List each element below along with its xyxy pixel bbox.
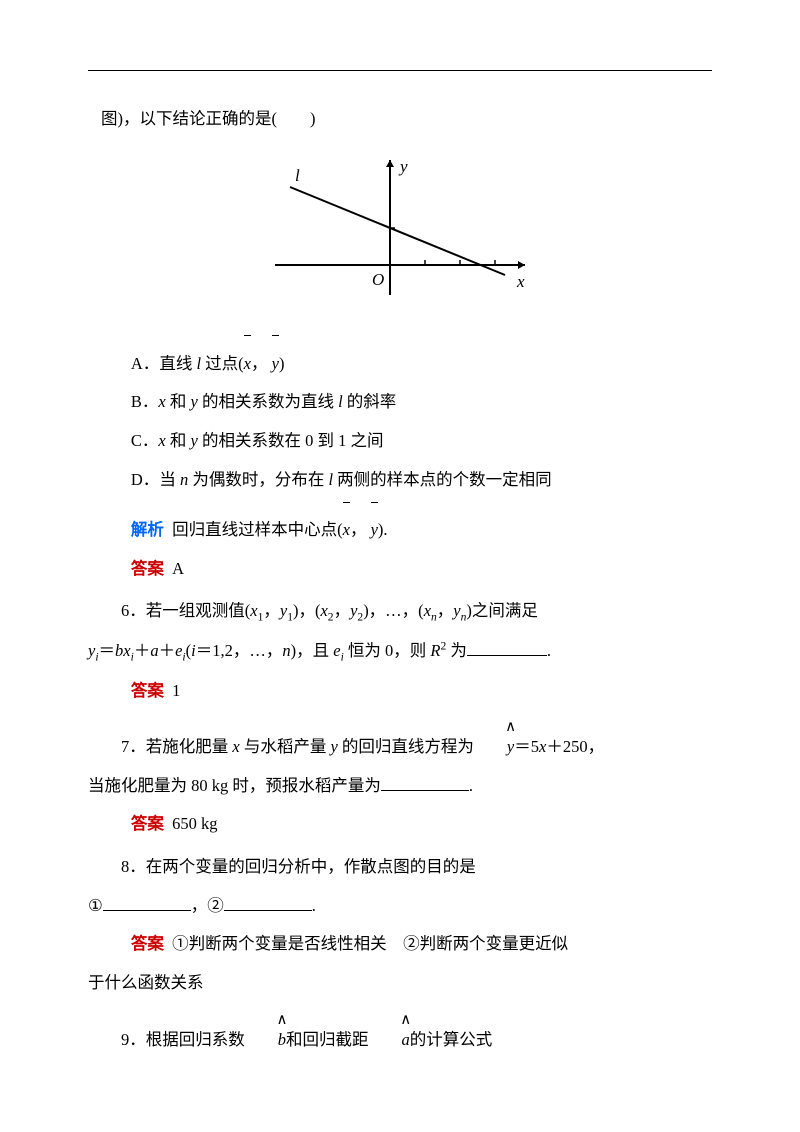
- question-8-line2: ①，②.: [88, 889, 712, 924]
- b-hat: ∧b: [245, 1023, 286, 1058]
- blank-q7: [381, 773, 469, 791]
- x-bar-2: x: [343, 513, 350, 548]
- answer-6-value: 1: [172, 681, 180, 700]
- question-7-line2: 当施化肥量为 80 kg 时，预报水稻产量为.: [88, 769, 712, 804]
- answer-6: 答案 1: [88, 674, 712, 709]
- svg-text:x: x: [516, 272, 525, 291]
- analysis-label: 解析: [131, 521, 164, 539]
- opt-a-comma: ，: [251, 354, 268, 373]
- svg-text:y: y: [398, 157, 408, 176]
- blank-q6: [467, 638, 547, 656]
- answer-label-6: 答案: [131, 682, 164, 700]
- y-bar: y: [272, 347, 279, 382]
- regression-chart: Ox y l: [88, 145, 712, 325]
- svg-text:O: O: [372, 270, 384, 289]
- answer-8-t1: ①判断两个变量是否线性相关 ②判断两个变量更近似: [172, 934, 568, 953]
- opt-a-t1: 直线: [159, 354, 196, 373]
- svg-text:l: l: [295, 166, 300, 185]
- question-6: 6．若一组观测值(x1，y1)，(x2，y2)，…，(xn，yn)之间满足: [88, 594, 712, 630]
- blank-q8-1: [103, 893, 191, 911]
- answer-label: 答案: [131, 560, 164, 578]
- question-9: 9．根据回归系数∧b和回归截距∧a的计算公式: [88, 1023, 712, 1058]
- blank-q8-2: [224, 893, 312, 911]
- analysis-line: 解析 回归直线过样本中心点(x， y).: [88, 513, 712, 548]
- y-bar-2: y: [371, 513, 378, 548]
- option-c: C．x 和 y 的相关系数在 0 到 1 之间: [88, 424, 712, 459]
- answer-8: 答案 ①判断两个变量是否线性相关 ②判断两个变量更近似: [88, 927, 712, 962]
- option-a-prefix: A．: [131, 354, 159, 373]
- x-bar: x: [244, 347, 251, 382]
- opt-a-t2: 过点(: [201, 354, 244, 373]
- answer-label-7: 答案: [131, 815, 164, 833]
- chart-svg: Ox y l: [260, 145, 540, 325]
- question-8: 8．在两个变量的回归分析中，作散点图的目的是: [88, 850, 712, 885]
- answer-label-8: 答案: [131, 935, 164, 953]
- answer-7-value: 650 kg: [172, 814, 217, 833]
- a-hat: ∧a: [369, 1023, 410, 1058]
- top-rule: [88, 70, 712, 71]
- continuation-line: 图)，以下结论正确的是( ): [101, 102, 712, 137]
- question-7: 7．若施化肥量 x 与水稻产量 y 的回归直线方程为∧y＝5x＋250，: [88, 730, 712, 765]
- question-6-line2: yi＝bxi＋a＋ei(i＝1,2，…，n)，且 ei 恒为 0，则 R2 为.: [88, 634, 712, 670]
- answer-5: 答案 A: [88, 552, 712, 587]
- answer-5-value: A: [172, 559, 184, 578]
- opt-a-t3: ): [279, 354, 285, 373]
- option-a: A．直线 l 过点(x， y): [88, 347, 712, 382]
- answer-8-line2: 于什么函数关系: [88, 966, 712, 1001]
- option-b: B．x 和 y 的相关系数为直线 l 的斜率: [88, 385, 712, 420]
- y-hat: ∧y: [474, 730, 514, 765]
- answer-7: 答案 650 kg: [88, 807, 712, 842]
- option-d: D．当 n 为偶数时，分布在 l 两侧的样本点的个数一定相同: [88, 463, 712, 498]
